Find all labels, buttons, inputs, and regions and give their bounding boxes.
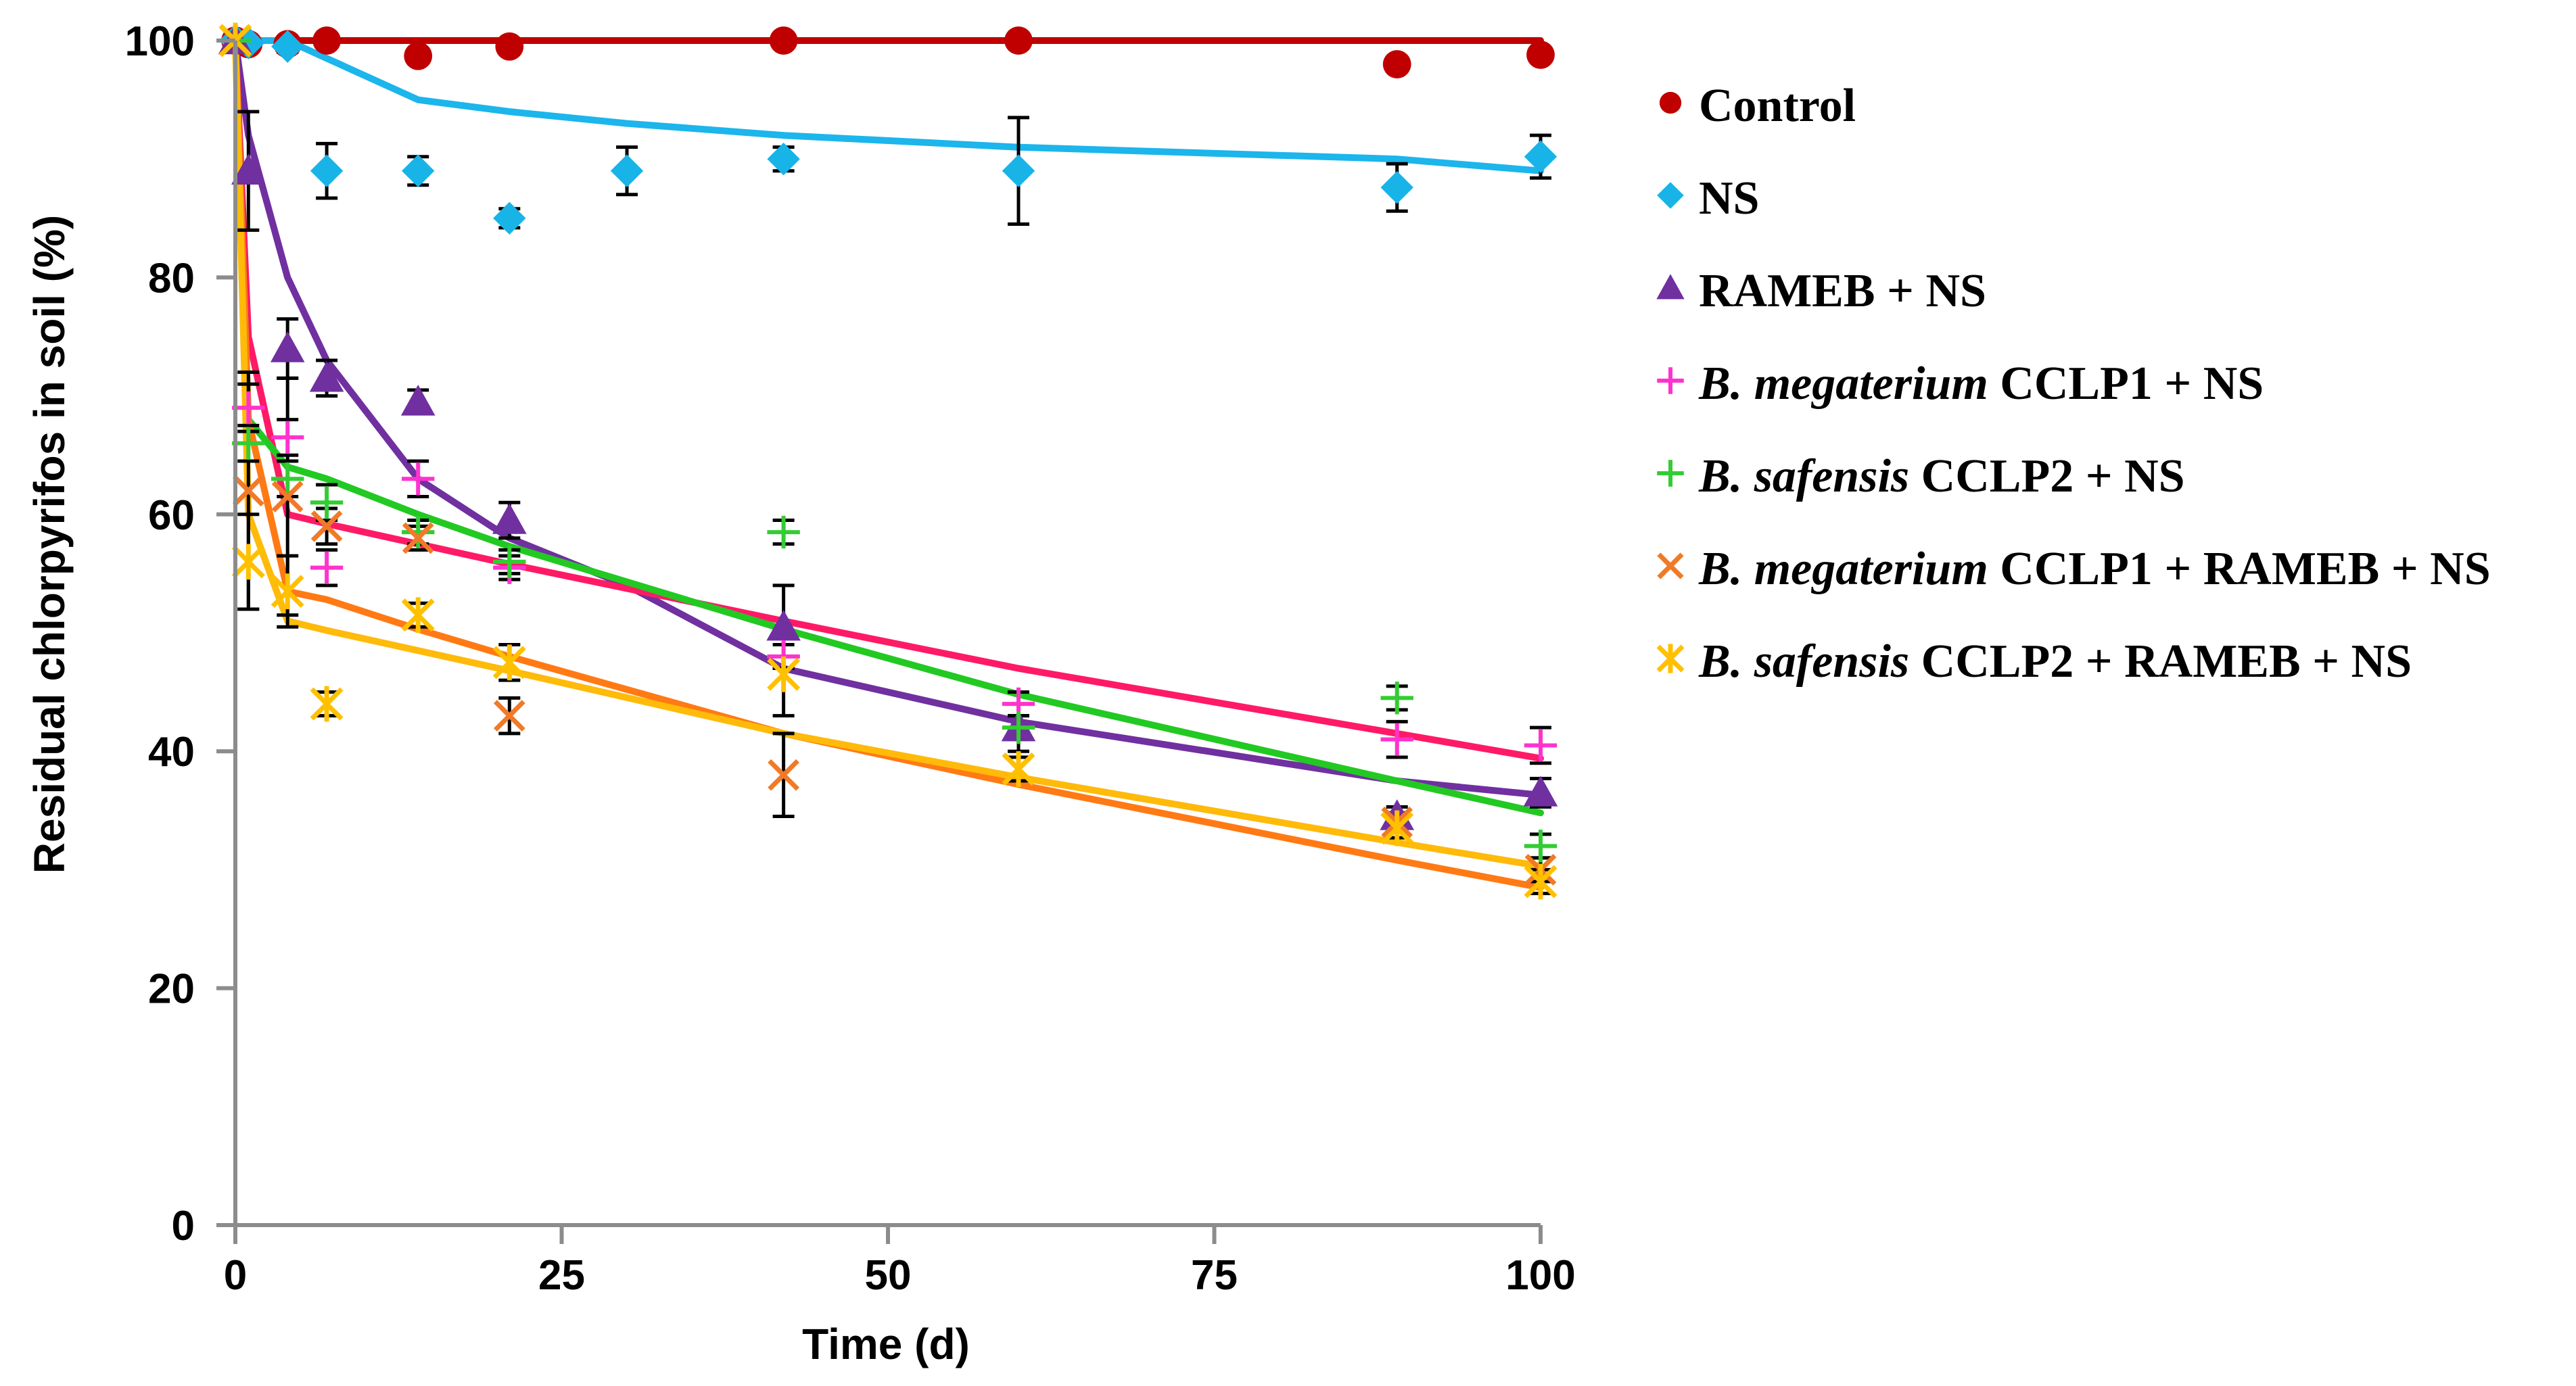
data-point-b-safensis-cclp2-rameb-ns <box>310 686 344 722</box>
y-tick-label: 0 <box>172 1203 195 1249</box>
legend-marker <box>1657 460 1684 487</box>
y-tick-label: 100 <box>125 18 195 65</box>
data-point-ns <box>310 154 344 187</box>
data-point-b-safensis-cclp2-ns <box>1380 682 1413 715</box>
legend-marker <box>1657 552 1684 579</box>
data-point-b-safensis-cclp2-ns <box>310 486 344 519</box>
y-axis-label: Residual chlorpyrifos in soil (%) <box>25 215 74 874</box>
fit-line-b-megaterium-cclp1-rameb-ns <box>232 37 1544 891</box>
data-point-b-safensis-cclp2-rameb-ns <box>767 656 801 692</box>
data-point-b-safensis-cclp2-ns <box>402 515 435 549</box>
legend-marker <box>1656 274 1685 300</box>
legend-marker <box>1656 644 1685 673</box>
data-point-b-safensis-cclp2-rameb-ns <box>1002 751 1035 787</box>
data-point-control <box>1526 41 1555 69</box>
data-point-rameb-ns <box>1523 775 1558 807</box>
data-point-control <box>1382 50 1411 78</box>
data-point-b-safensis-cclp2-ns <box>767 515 800 549</box>
data-point-ns <box>1002 154 1035 187</box>
y-tick-label: 80 <box>148 255 195 302</box>
data-point-ns <box>402 154 435 187</box>
legend-label: B. safensis CCLP2 + RAMEB + NS <box>1698 636 2412 688</box>
axes: Time (d) Residual chlorpyrifos in soil (… <box>25 18 1576 1368</box>
legend-item-control: Control <box>1659 80 1856 132</box>
x-axis-label: Time (d) <box>802 1320 970 1368</box>
legend-marker <box>1657 182 1684 209</box>
x-tick-label: 75 <box>1191 1252 1238 1299</box>
legend-label: B. safensis CCLP2 + NS <box>1698 450 2185 502</box>
x-tick-label: 100 <box>1505 1252 1575 1299</box>
data-point-b-megaterium-cclp1-ns <box>1524 729 1558 762</box>
data-point-rameb-ns <box>231 153 266 185</box>
data-point-b-safensis-cclp2-rameb-ns <box>271 573 304 610</box>
data-point-b-safensis-cclp2-rameb-ns <box>492 644 526 681</box>
data-point-b-megaterium-cclp1-ns <box>402 462 435 496</box>
data-point-b-megaterium-cclp1-rameb-ns <box>768 759 799 791</box>
legend-marker <box>1657 367 1684 394</box>
x-tick-label: 50 <box>865 1252 912 1299</box>
data-point-rameb-ns <box>270 331 305 362</box>
y-tick-label: 20 <box>148 966 195 1013</box>
data-point-rameb-ns <box>766 609 801 641</box>
data-point-b-megaterium-cclp1-ns <box>232 391 265 425</box>
data-point-b-megaterium-cclp1-rameb-ns <box>493 700 525 732</box>
data-point-ns <box>767 143 800 176</box>
data-point-b-safensis-cclp2-rameb-ns <box>401 597 435 634</box>
data-point-b-safensis-cclp2-rameb-ns <box>231 544 265 580</box>
plot-area <box>218 22 1558 900</box>
data-point-ns <box>493 201 526 235</box>
legend-item-rameb-ns: RAMEB + NS <box>1656 265 1986 317</box>
data-point-ns <box>271 30 304 63</box>
legend-item-b-megaterium-cclp1-ns: B. megaterium CCLP1 + NS <box>1657 358 2264 410</box>
data-point-rameb-ns <box>400 385 436 416</box>
legend-label: NS <box>1699 172 1759 224</box>
data-point-rameb-ns <box>492 503 527 534</box>
legend-marker <box>1659 91 1682 114</box>
data-point-ns <box>610 154 644 187</box>
data-point-b-megaterium-cclp1-ns <box>271 421 304 454</box>
y-tick-label: 40 <box>148 729 195 775</box>
legend-item-b-megaterium-cclp1-rameb-ns: B. megaterium CCLP1 + RAMEB + NS <box>1657 543 2491 595</box>
data-point-ns <box>1524 140 1558 173</box>
y-tick-label: 60 <box>148 492 195 539</box>
data-point-b-safensis-cclp2-rameb-ns <box>1380 810 1414 846</box>
data-point-b-safensis-cclp2-ns <box>1002 711 1035 744</box>
data-point-control <box>1004 26 1033 55</box>
data-point-ns <box>1380 171 1413 204</box>
data-point-b-megaterium-cclp1-rameb-ns <box>232 475 264 507</box>
data-point-b-megaterium-cclp1-ns <box>1380 723 1413 756</box>
fit-line-b-safensis-cclp2-ns <box>232 37 1544 817</box>
legend: Control NS RAMEB + NS B. megaterium CCLP1 +… <box>1656 80 2491 688</box>
data-point-b-safensis-cclp2-ns <box>1524 830 1558 863</box>
fit-line-b-safensis-cclp2-rameb-ns <box>232 37 1544 870</box>
data-point-b-megaterium-cclp1-ns <box>310 551 344 584</box>
legend-label: B. megaterium CCLP1 + NS <box>1698 358 2264 410</box>
data-point-control <box>769 26 798 55</box>
data-point-b-megaterium-cclp1-rameb-ns <box>310 510 343 542</box>
x-tick-label: 25 <box>538 1252 585 1299</box>
data-point-rameb-ns <box>309 361 344 392</box>
data-point-b-safensis-cclp2-ns <box>232 427 265 460</box>
legend-label: RAMEB + NS <box>1699 265 1986 317</box>
x-tick-label: 0 <box>224 1252 247 1299</box>
data-point-b-megaterium-cclp1-rameb-ns <box>271 481 304 512</box>
data-point-control <box>404 41 433 70</box>
data-point-control <box>495 32 524 61</box>
data-point-b-safensis-cclp2-ns <box>271 462 304 496</box>
data-point-b-safensis-cclp2-ns <box>493 545 526 579</box>
data-point-b-safensis-cclp2-rameb-ns <box>1524 863 1558 900</box>
data-point-control <box>312 26 341 55</box>
legend-label: B. megaterium CCLP1 + RAMEB + NS <box>1698 543 2491 595</box>
legend-item-b-safensis-cclp2-ns: B. safensis CCLP2 + NS <box>1657 450 2185 502</box>
legend-item-ns: NS <box>1657 172 1759 224</box>
fit-line-b-megaterium-cclp1-ns <box>232 37 1544 762</box>
data-point-b-megaterium-cclp1-rameb-ns <box>402 522 434 554</box>
legend-item-b-safensis-cclp2-rameb-ns: B. safensis CCLP2 + RAMEB + NS <box>1656 636 2412 688</box>
legend-label: Control <box>1699 80 1856 132</box>
fit-line-ns <box>232 37 1544 174</box>
